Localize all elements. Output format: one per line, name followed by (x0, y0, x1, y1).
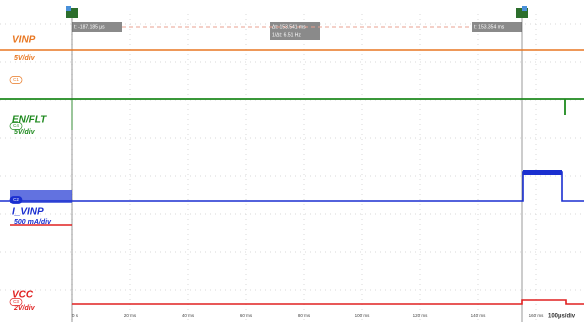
trigger-marker (66, 6, 71, 11)
channel-badge-label: C4 (13, 123, 19, 128)
time-tick-label: 120 ms (413, 313, 429, 318)
time-scale: 100µs/div (548, 314, 576, 320)
channel-badge (9, 122, 23, 130)
time-tick-label: 100 ms (355, 313, 371, 318)
cursor-label-box (72, 22, 122, 32)
channel-name: I_VINP (12, 207, 44, 218)
time-tick-label: 40 ms (182, 313, 195, 318)
time-tick-label: 80 ms (298, 313, 311, 318)
cursor-delta: Δt: 153.541 ms (272, 24, 306, 30)
trace-i-vinp-pulse (523, 170, 562, 175)
time-tick-label: 140 ms (471, 313, 487, 318)
cursor-handle (66, 8, 78, 18)
channel-badge (9, 196, 23, 204)
time-tick-label: 0 s (72, 313, 79, 318)
time-axis: 0 s 20 ms 40 ms 60 ms 80 ms 100 ms 120 ms 140 m… (72, 313, 544, 318)
cursor-handle (516, 8, 528, 18)
channel-name: VCC (12, 290, 34, 301)
channel-scale: 2V/div (13, 305, 36, 312)
cursor-label-box (472, 22, 522, 32)
trace-i-vinp-noise (10, 190, 72, 203)
channel-badge-label: C3 (13, 299, 19, 304)
channel-badge (9, 76, 23, 84)
channel-scale: 5V/div (14, 55, 36, 62)
cursor-left: t: -187.185 µs (74, 24, 105, 30)
channel-name: VINP (12, 35, 36, 46)
channel-badge-label: C2 (13, 197, 19, 202)
channel-scale: 5V/div (14, 129, 36, 136)
channel-scale: 500 mA/div (14, 219, 52, 226)
channel-name: EN/FLT (12, 115, 47, 126)
cursor-inverse: 1/Δt: 6.51 Hz (272, 32, 301, 38)
channel-badge (9, 298, 23, 306)
time-tick-label: 60 ms (240, 313, 253, 318)
channel-badge-label: C1 (13, 77, 19, 82)
trace-vcc (72, 299, 584, 305)
time-tick-label: 20 ms (124, 313, 137, 318)
trace-en-flt (0, 98, 584, 115)
time-tick-label: 160 ms (529, 313, 545, 318)
trigger-marker (522, 6, 527, 11)
cursor-right: t: 153.354 ms (474, 24, 505, 30)
